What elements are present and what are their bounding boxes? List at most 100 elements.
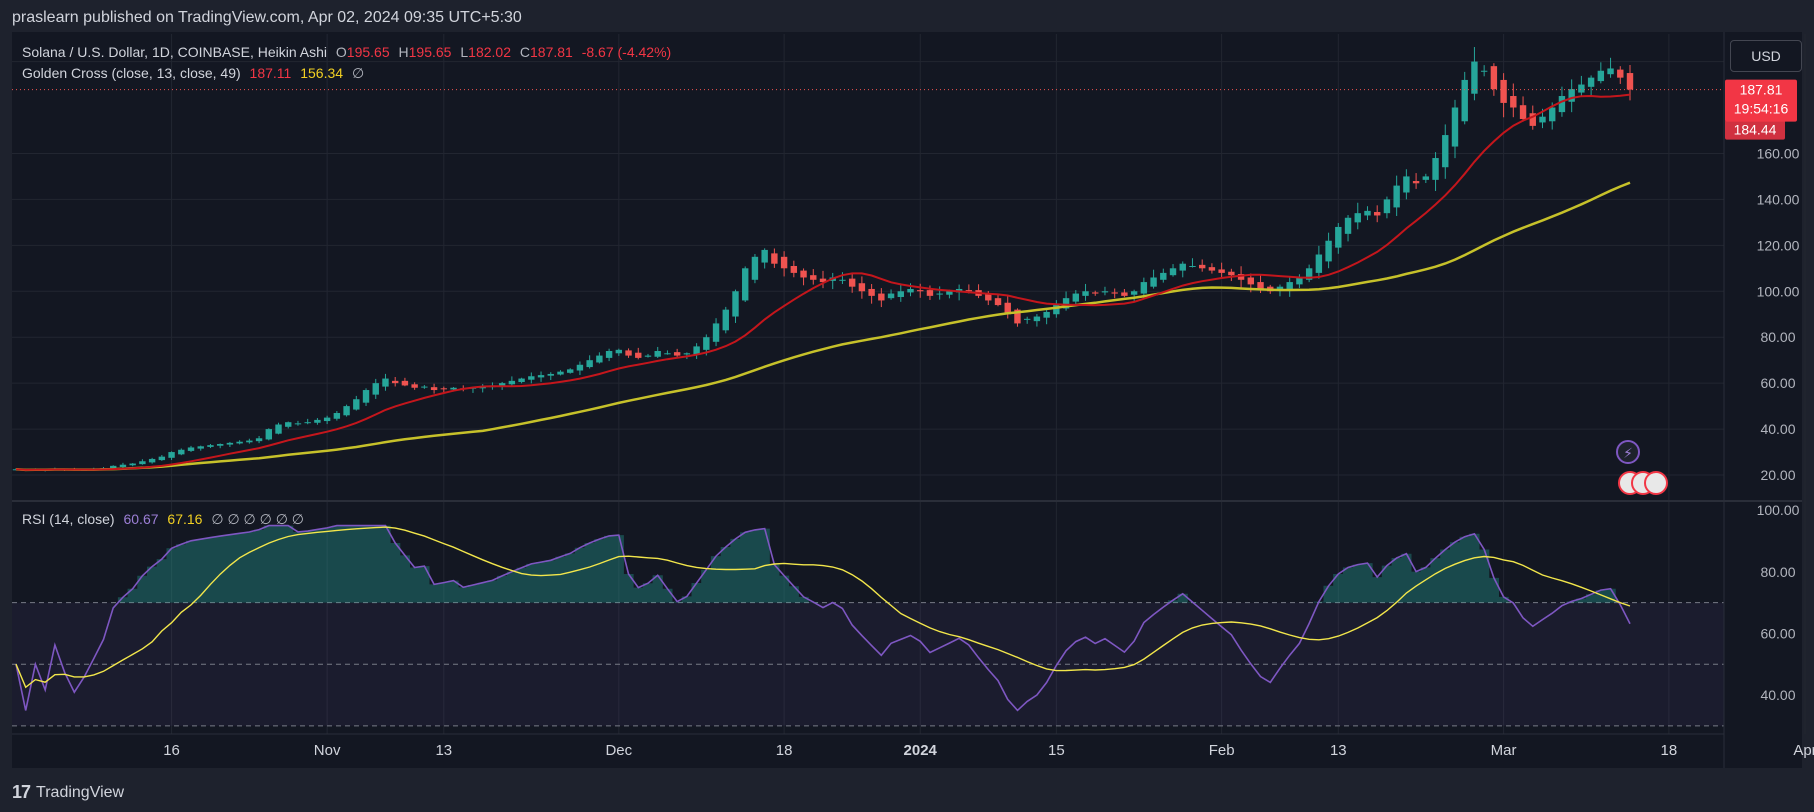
candle[interactable] — [1597, 70, 1605, 82]
candle[interactable] — [1150, 277, 1157, 287]
candle[interactable] — [353, 399, 360, 410]
candle[interactable] — [664, 353, 671, 355]
candle[interactable] — [1578, 84, 1585, 93]
rsi-legend[interactable]: RSI (14, close) 60.67 67.16 ∅ ∅ ∅ ∅ ∅ ∅ — [22, 511, 309, 528]
candle[interactable] — [537, 375, 545, 378]
candle[interactable] — [110, 465, 117, 469]
candle[interactable] — [362, 390, 370, 403]
candle[interactable] — [275, 424, 282, 434]
candle[interactable] — [596, 355, 603, 363]
candle[interactable] — [985, 293, 992, 301]
candle[interactable] — [1383, 199, 1391, 214]
candle[interactable] — [1480, 70, 1488, 72]
candle[interactable] — [1082, 291, 1089, 296]
candle[interactable] — [1286, 282, 1293, 289]
candle[interactable] — [1626, 73, 1634, 90]
candle[interactable] — [139, 461, 146, 465]
footer[interactable]: 17 TradingView — [12, 782, 124, 803]
candle[interactable] — [323, 417, 331, 422]
candle[interactable] — [1315, 254, 1323, 273]
candle[interactable] — [1237, 274, 1245, 280]
candle[interactable] — [168, 452, 175, 458]
event-icons[interactable]: ⚡ — [1616, 440, 1668, 495]
candle[interactable] — [1140, 282, 1148, 294]
candle[interactable] — [557, 371, 564, 375]
candle[interactable] — [187, 447, 195, 451]
candle[interactable] — [246, 440, 253, 443]
candle[interactable] — [1422, 176, 1430, 180]
candle[interactable] — [780, 256, 788, 269]
candle[interactable] — [654, 350, 661, 357]
candle[interactable] — [1296, 277, 1303, 285]
candle[interactable] — [333, 413, 341, 419]
candle[interactable] — [1043, 311, 1050, 318]
candle[interactable] — [1432, 158, 1439, 180]
candle[interactable] — [1023, 318, 1031, 320]
candle[interactable] — [1617, 69, 1624, 78]
candle[interactable] — [158, 456, 166, 461]
candle[interactable] — [178, 449, 185, 455]
candle[interactable] — [936, 293, 943, 295]
candle[interactable] — [1403, 176, 1410, 193]
candle[interactable] — [848, 278, 856, 287]
candle[interactable] — [528, 376, 535, 380]
candle[interactable] — [868, 288, 875, 296]
candle[interactable] — [751, 256, 759, 280]
y-axis[interactable]: 20.00 40.00 60.00 80.00 100.00 120.00 140.00 16… — [1757, 54, 1800, 703]
candle[interactable] — [1228, 271, 1235, 276]
candle[interactable] — [1510, 96, 1517, 108]
candle[interactable] — [761, 249, 768, 263]
currency-button[interactable]: USD — [1730, 40, 1802, 72]
candle[interactable] — [1549, 107, 1556, 122]
lightning-event-icon[interactable] — [1616, 440, 1640, 464]
candle[interactable] — [1461, 79, 1468, 122]
candle[interactable] — [1004, 302, 1011, 315]
candle[interactable] — [1130, 291, 1138, 295]
candle[interactable] — [907, 288, 914, 293]
candle[interactable] — [839, 279, 846, 281]
candle[interactable] — [1305, 268, 1313, 280]
candle[interactable] — [1179, 263, 1186, 271]
candle[interactable] — [878, 293, 885, 301]
candle[interactable] — [917, 290, 924, 292]
candle[interactable] — [285, 422, 292, 427]
candle[interactable] — [1500, 79, 1507, 103]
candle[interactable] — [1092, 292, 1099, 294]
candle[interactable] — [1053, 305, 1060, 315]
candle[interactable] — [129, 463, 136, 466]
candle[interactable] — [1111, 292, 1118, 294]
candle[interactable] — [1121, 292, 1128, 296]
x-axis[interactable]: 16 Nov 13 Dec 18 2024 15 Feb 13 Mar 18 Apr — [163, 742, 1814, 759]
candle[interactable] — [148, 458, 156, 463]
candle[interactable] — [1072, 293, 1079, 302]
candle[interactable] — [819, 278, 827, 283]
candle[interactable] — [255, 438, 263, 442]
candle[interactable] — [771, 253, 778, 264]
candle[interactable] — [314, 419, 321, 423]
candle[interactable] — [1169, 268, 1177, 276]
candle[interactable] — [1335, 226, 1342, 248]
golden-cross-legend[interactable]: Golden Cross (close, 13, close, 49) 187.… — [22, 65, 369, 82]
candle[interactable] — [1014, 309, 1021, 324]
candle[interactable] — [712, 323, 720, 342]
candle[interactable] — [518, 378, 525, 382]
candle[interactable] — [1276, 286, 1284, 291]
candle[interactable] — [703, 337, 710, 350]
candle[interactable] — [800, 270, 807, 278]
candle[interactable] — [693, 346, 700, 355]
candle[interactable] — [673, 352, 681, 356]
candle[interactable] — [391, 380, 399, 384]
candle[interactable] — [498, 383, 506, 387]
candle[interactable] — [858, 283, 866, 292]
candle[interactable] — [1218, 269, 1225, 273]
candle[interactable] — [1101, 291, 1109, 293]
candle[interactable] — [382, 378, 389, 387]
candle[interactable] — [1257, 282, 1264, 289]
candle[interactable] — [1208, 267, 1216, 271]
candle[interactable] — [605, 350, 613, 358]
candle[interactable] — [732, 291, 739, 317]
candle[interactable] — [508, 380, 516, 385]
candle[interactable] — [119, 464, 127, 467]
candle[interactable] — [625, 350, 632, 356]
